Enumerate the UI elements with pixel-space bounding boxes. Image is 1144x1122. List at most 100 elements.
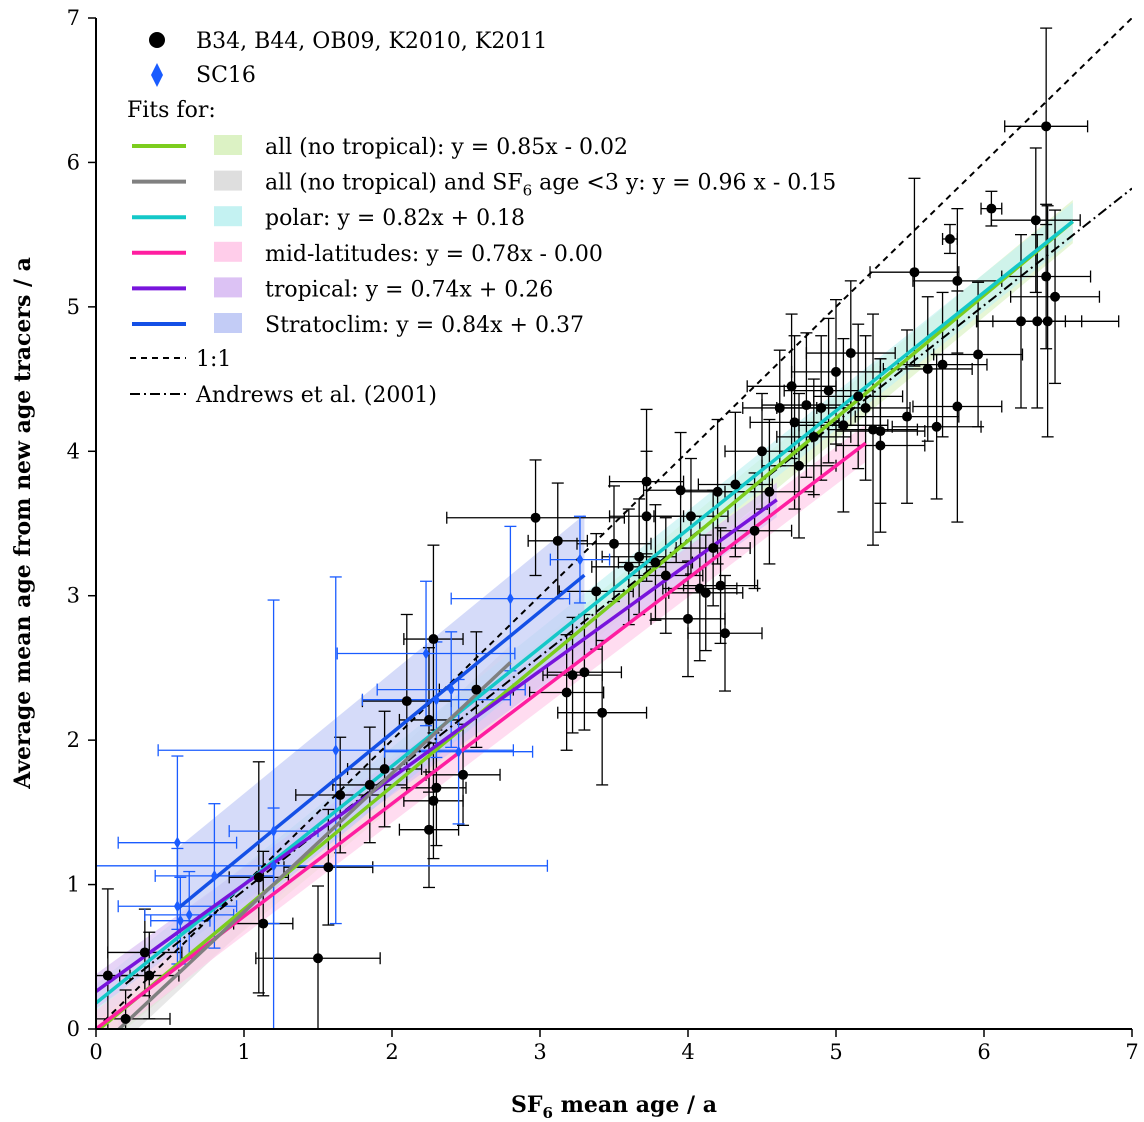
x-tick-label-0: 0 (89, 1040, 102, 1064)
data-point-0-67 (944, 233, 955, 244)
data-point-0-58 (860, 402, 871, 413)
legend-fit-label-4: tropical: y = 0.74x + 0.26 (265, 277, 553, 302)
data-point-0-24 (597, 707, 608, 718)
y-tick-label-0: 0 (67, 1017, 80, 1041)
x-tick-label-4: 4 (681, 1040, 694, 1064)
data-point-0-27 (623, 561, 634, 572)
data-point-0-72 (1016, 316, 1026, 327)
data-point-0-68 (952, 275, 963, 286)
data-point-0-41 (720, 628, 730, 639)
legend-fit-band-1 (214, 170, 242, 191)
data-point-0-65 (931, 421, 942, 432)
legend-fit-label-1: all (no tropical) and SF6 age <3 y: y = … (265, 171, 836, 200)
legend-marker-diamond (151, 63, 163, 87)
data-point-0-25 (591, 586, 602, 597)
data-point-0-76 (1041, 271, 1052, 282)
x-tick-label-7: 7 (1125, 1040, 1138, 1064)
data-point-0-43 (749, 525, 760, 536)
data-point-0-54 (831, 366, 841, 377)
legend-fits-header: Fits for: (127, 98, 216, 123)
legend-label-sc16: SC16 (196, 63, 256, 88)
x-tick-label-1: 1 (237, 1040, 250, 1064)
data-point-1-12 (506, 592, 514, 605)
data-markers (102, 121, 1061, 1024)
x-axis-ticks: 0 1 2 3 4 5 6 7 (89, 1029, 1139, 1064)
data-point-0-19 (530, 512, 541, 523)
legend-fit-label-2: polar: y = 0.82x + 0.18 (265, 206, 525, 231)
data-point-0-37 (700, 587, 711, 598)
legend-fit-label-3: mid-latitudes: y = 0.78x - 0.00 (265, 242, 603, 267)
data-point-0-47 (786, 381, 797, 392)
data-point-0-66 (937, 359, 948, 370)
fit-line-1 (117, 661, 512, 1029)
data-point-1-3 (185, 908, 193, 921)
legend-fit-band-4 (214, 277, 242, 298)
data-point-0-60 (875, 440, 886, 451)
data-point-0-61 (875, 426, 886, 437)
data-point-0-42 (730, 479, 741, 490)
reference-lines (96, 18, 1132, 1029)
data-point-0-77 (1042, 316, 1053, 327)
data-point-0-48 (789, 417, 800, 428)
data-point-0-26 (609, 538, 619, 549)
legend-ref-label-1: Andrews et al. (2001) (195, 383, 437, 408)
legend-fit-band-2 (214, 206, 242, 227)
legend-reference-entries: 1:1 Andrews et al. (2001) (130, 347, 437, 408)
data-point-0-53 (823, 385, 834, 396)
y-tick-label-6: 6 (67, 150, 80, 174)
data-point-0-4 (258, 918, 269, 929)
data-point-0-57 (853, 391, 864, 402)
data-point-0-46 (774, 402, 785, 413)
legend-label-measurements: B34, B44, OB09, K2010, K2011 (196, 29, 547, 54)
y-tick-label-3: 3 (67, 584, 80, 608)
legend-fit-band-5 (214, 313, 242, 333)
x-tick-label-5: 5 (829, 1040, 842, 1064)
data-point-0-51 (808, 431, 819, 442)
legend: B34, B44, OB09, K2010, K2011 SC16 Fits f… (127, 29, 836, 408)
data-point-0-44 (757, 446, 767, 457)
legend-fit-entries: all (no tropical): y = 0.85x - 0.02 all (… (132, 135, 836, 338)
fit-line-5 (176, 573, 586, 911)
legend-fit-label-5: Stratoclim: y = 0.84x + 0.37 (265, 313, 584, 338)
data-point-0-63 (909, 267, 920, 278)
data-point-0-78 (1050, 291, 1061, 302)
y-axis-ticks: 0 1 2 3 4 5 6 7 (67, 6, 96, 1041)
legend-fit-band-3 (214, 241, 242, 262)
data-point-0-50 (801, 400, 812, 411)
data-point-0-34 (685, 511, 696, 522)
legend-fit-label-0: all (no tropical): y = 0.85x - 0.02 (265, 135, 628, 160)
x-tick-label-2: 2 (385, 1040, 398, 1064)
data-point-0-8 (335, 790, 346, 801)
y-tick-label-5: 5 (67, 295, 80, 319)
data-point-0-71 (986, 203, 997, 214)
data-point-0-17 (458, 769, 469, 780)
legend-fit-label-part: all (no tropical) and SF (265, 171, 523, 196)
y-tick-label-2: 2 (67, 728, 80, 752)
data-point-0-13 (424, 714, 434, 725)
data-point-0-74 (1032, 316, 1043, 327)
data-point-0-6 (313, 953, 323, 964)
legend-fit-band-0 (214, 135, 242, 155)
y-axis-title: Average mean age from new age tracers / … (10, 257, 36, 790)
y-tick-label-4: 4 (67, 439, 80, 463)
data-point-0-10 (379, 764, 390, 775)
data-point-1-9 (432, 693, 440, 706)
x-tick-label-3: 3 (533, 1040, 546, 1064)
data-point-0-56 (845, 348, 856, 359)
reference-line-1 (124, 187, 1132, 985)
data-point-0-18 (471, 684, 482, 695)
data-point-0-12 (424, 824, 434, 835)
data-point-0-59 (868, 424, 878, 435)
data-point-0-70 (973, 349, 984, 360)
legend-fit-label-subscript: 6 (523, 182, 533, 200)
data-point-0-1 (120, 1013, 131, 1024)
data-point-0-14 (428, 634, 439, 645)
data-point-1-7 (332, 744, 340, 757)
legend-ref-label-0: 1:1 (196, 347, 231, 372)
y-tick-label-7: 7 (67, 6, 80, 30)
data-point-0-7 (323, 862, 334, 873)
data-point-0-52 (816, 402, 827, 413)
data-point-0-15 (428, 795, 439, 806)
data-point-0-11 (401, 696, 412, 707)
